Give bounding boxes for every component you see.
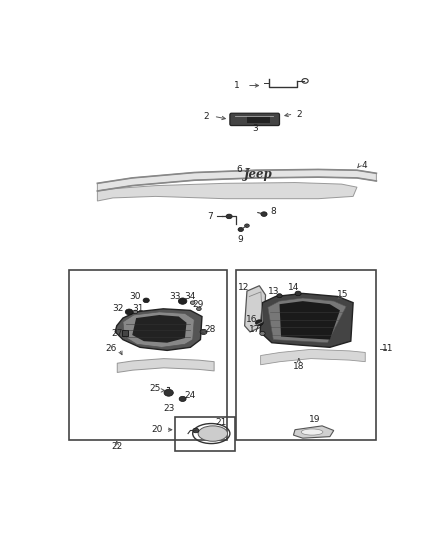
Text: 29: 29 — [192, 300, 204, 309]
Ellipse shape — [260, 332, 265, 335]
Ellipse shape — [200, 329, 207, 335]
Ellipse shape — [125, 309, 133, 315]
Polygon shape — [123, 312, 194, 348]
Text: 30: 30 — [129, 292, 140, 301]
Ellipse shape — [143, 298, 149, 303]
Text: 28: 28 — [204, 325, 215, 334]
Text: 26: 26 — [105, 344, 116, 353]
Text: 32: 32 — [113, 304, 124, 313]
Text: 2: 2 — [296, 109, 302, 118]
Text: 24: 24 — [185, 391, 196, 400]
Text: 6: 6 — [237, 165, 242, 174]
Text: 17: 17 — [249, 325, 261, 334]
Text: 18: 18 — [293, 362, 304, 371]
Ellipse shape — [198, 426, 228, 441]
Text: 2: 2 — [203, 112, 208, 121]
Text: 34: 34 — [185, 292, 196, 301]
Bar — [236, 270, 376, 440]
Text: 9: 9 — [238, 235, 244, 244]
Text: 20: 20 — [152, 425, 163, 434]
FancyBboxPatch shape — [230, 113, 279, 126]
Polygon shape — [132, 315, 187, 343]
Bar — [175, 417, 235, 451]
Ellipse shape — [245, 224, 249, 228]
Text: 15: 15 — [337, 290, 349, 300]
Polygon shape — [245, 286, 265, 332]
Ellipse shape — [301, 429, 323, 435]
Text: 11: 11 — [382, 344, 394, 353]
Polygon shape — [97, 182, 357, 201]
Bar — [247, 116, 270, 123]
Ellipse shape — [197, 307, 201, 311]
Polygon shape — [293, 426, 334, 438]
Ellipse shape — [179, 397, 186, 401]
Text: 27: 27 — [111, 329, 123, 338]
Polygon shape — [97, 169, 376, 191]
Text: 19: 19 — [309, 415, 320, 424]
Polygon shape — [115, 309, 202, 350]
Text: 14: 14 — [288, 283, 299, 292]
Ellipse shape — [226, 214, 232, 219]
Ellipse shape — [261, 212, 267, 216]
Text: 13: 13 — [268, 287, 280, 296]
Text: Jeep: Jeep — [244, 168, 272, 181]
Text: 31: 31 — [133, 304, 144, 313]
Ellipse shape — [191, 301, 195, 304]
Polygon shape — [260, 294, 353, 348]
Polygon shape — [279, 301, 340, 340]
Ellipse shape — [238, 228, 244, 231]
Text: 23: 23 — [164, 403, 175, 413]
Text: 7: 7 — [207, 212, 212, 221]
Text: 16: 16 — [246, 315, 258, 324]
Text: 8: 8 — [270, 207, 276, 216]
Ellipse shape — [295, 291, 301, 296]
Ellipse shape — [133, 310, 138, 313]
Ellipse shape — [277, 294, 282, 298]
Ellipse shape — [255, 320, 263, 326]
Ellipse shape — [193, 428, 199, 433]
Polygon shape — [268, 298, 346, 343]
Text: 1: 1 — [234, 81, 240, 90]
Text: 21: 21 — [215, 418, 227, 427]
Text: 12: 12 — [238, 283, 250, 292]
Ellipse shape — [164, 389, 173, 396]
Text: 25: 25 — [150, 384, 161, 393]
Text: 22: 22 — [111, 442, 122, 451]
Bar — [122, 330, 128, 336]
Bar — [69, 270, 227, 440]
Ellipse shape — [178, 298, 187, 304]
Text: 4: 4 — [362, 161, 367, 170]
Text: 3: 3 — [252, 124, 258, 133]
Text: 33: 33 — [169, 292, 180, 301]
